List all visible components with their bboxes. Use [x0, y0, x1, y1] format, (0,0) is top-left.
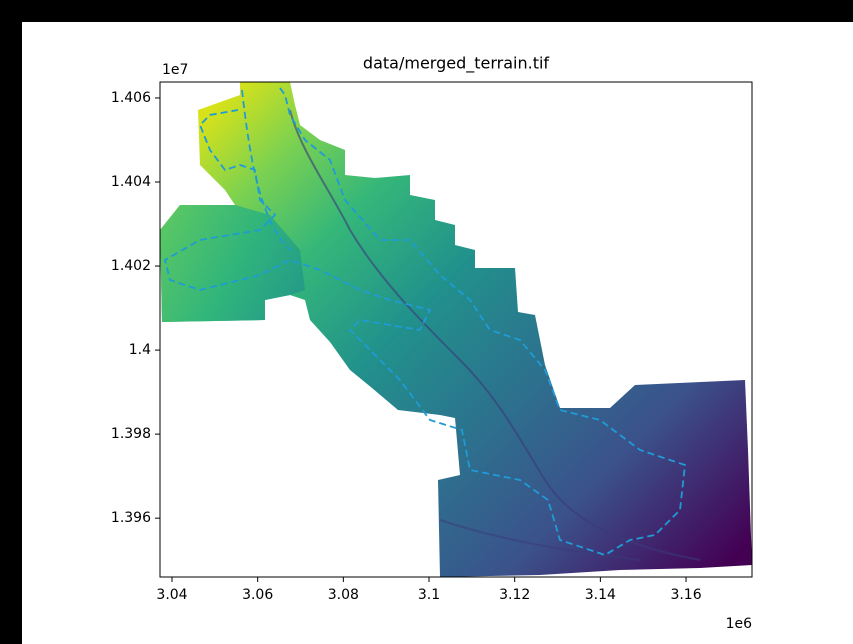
x-offset-label: 1e6 — [726, 616, 753, 632]
valley — [289, 109, 701, 561]
x-tick-label: 3.04 — [156, 587, 187, 603]
x-tick-label: 3.16 — [670, 587, 701, 603]
valley — [439, 519, 641, 561]
terrain-raster — [160, 82, 752, 577]
x-tick-label: 3.08 — [328, 587, 359, 603]
x-tick-label: 3.12 — [499, 587, 530, 603]
terrain — [160, 82, 752, 577]
x-tick-label: 3.06 — [242, 587, 273, 603]
y-tick-label: 1.404 — [111, 174, 151, 190]
y-tick-label: 1.398 — [111, 426, 151, 442]
y-tick-label: 1.402 — [111, 258, 151, 274]
y-offset-label: 1e7 — [162, 62, 188, 78]
y-tick-label: 1.4 — [129, 342, 151, 358]
x-tick-label: 3.1 — [418, 587, 440, 603]
axes-frame — [159, 81, 753, 578]
chart-title: data/merged_terrain.tif — [363, 54, 550, 74]
x-tick-label: 3.14 — [585, 587, 616, 603]
y-tick-label: 1.396 — [111, 510, 151, 526]
y-tick-label: 1.406 — [111, 90, 151, 106]
boundary — [163, 87, 686, 556]
terrain-west — [160, 205, 305, 322]
